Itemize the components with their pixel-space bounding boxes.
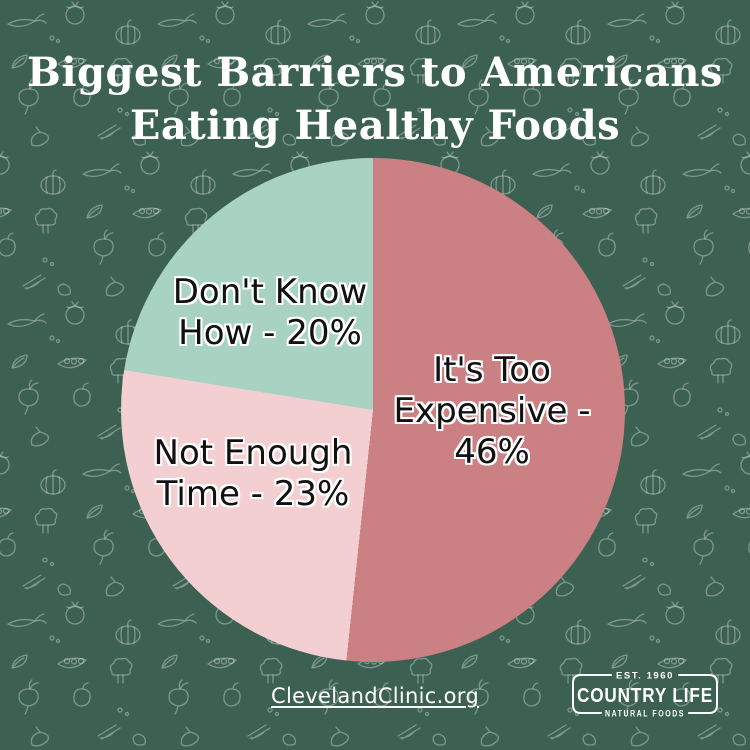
pie-label-line: How - 20% [178,313,362,353]
pie-label-not-enough-time: Not Enough Time - 23% [103,433,403,515]
chart-title: Biggest Barriers to Americans Eating Hea… [0,46,750,152]
footer: ClevelandClinic.org [0,684,750,708]
chart-title-line1: Biggest Barriers to Americans [27,49,723,96]
pie-label-line: Don't Know [172,272,368,312]
pie-label-line: 46% [454,432,530,472]
pie-label-line: Expensive - [393,391,591,431]
logo-border [572,674,718,714]
country-life-logo: EST. 1960 COUNTRY LIFE NATURAL FOODS [572,671,718,719]
logo-tagline-text: NATURAL FOODS [605,709,685,719]
logo-est-text: EST. 1960 [616,671,674,681]
pie-label-line: Time - 23% [156,474,350,514]
pie-chart [121,158,625,662]
pie-label-line: It's Too [433,350,551,390]
pie-label-dont-know-how: Don't Know How - 20% [120,272,420,354]
chart-title-line2: Eating Healthy Foods [129,102,621,149]
pie-label-line: Not Enough [153,433,353,473]
logo-name-text: COUNTRY LIFE [577,685,713,707]
source-link[interactable]: ClevelandClinic.org [271,684,479,708]
pie-label-too-expensive: It's Too Expensive - 46% [372,350,612,473]
